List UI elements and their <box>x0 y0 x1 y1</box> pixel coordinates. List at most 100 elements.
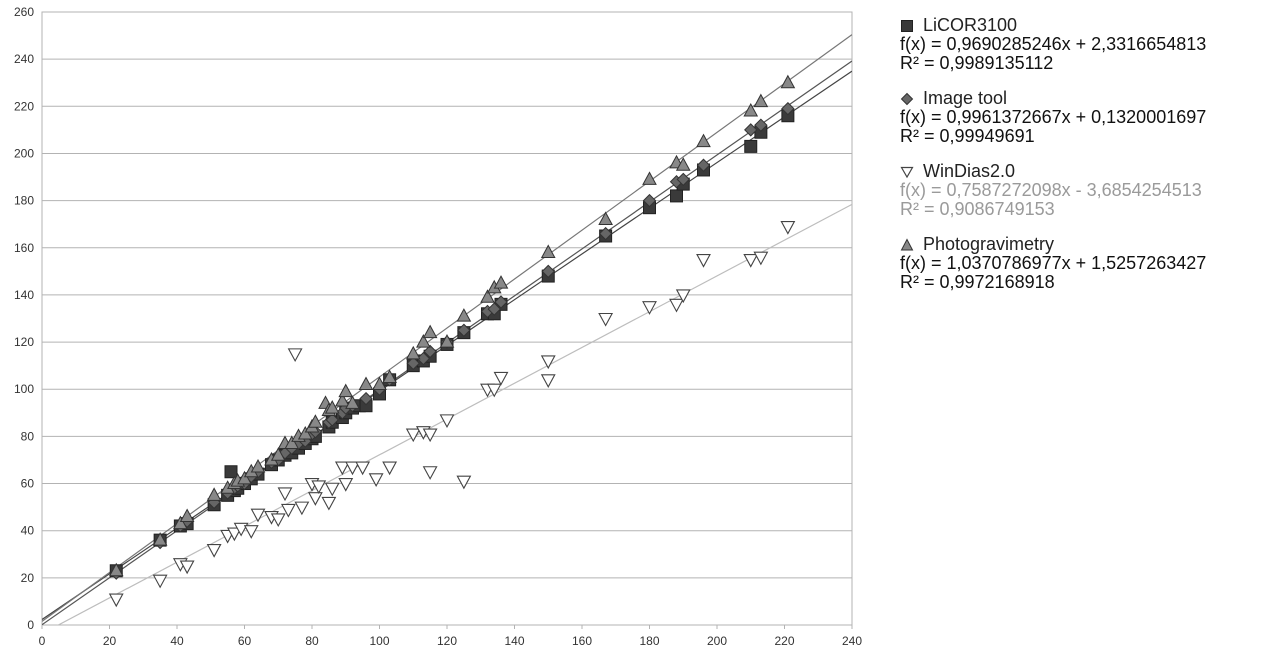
y-tick-label: 260 <box>14 5 34 19</box>
legend-entry-photogravimetry: Photogravimetry f(x) = 1,0370786977x + 1… <box>900 235 1270 292</box>
triangle-down-marker-icon <box>900 166 914 178</box>
axes <box>41 11 853 629</box>
data-point <box>493 371 509 386</box>
data-point <box>226 527 242 542</box>
data-point <box>422 466 438 480</box>
data-point <box>368 473 384 487</box>
x-tick-label: 60 <box>238 634 252 648</box>
y-tick-label: 80 <box>21 429 35 443</box>
legend-r-squared: R² = 0,9086749153 <box>900 199 1055 219</box>
legend-equation: f(x) = 1,0370786977x + 1,5257263427 <box>900 253 1207 273</box>
data-point <box>250 458 266 473</box>
data-point <box>456 308 472 322</box>
data-point <box>335 392 350 407</box>
data-point <box>233 522 249 537</box>
data-point <box>598 211 613 225</box>
data-point <box>358 376 374 391</box>
legend-series-name: WinDias2.0 <box>923 161 1016 181</box>
x-tick-label: 100 <box>369 634 389 648</box>
y-tick-label: 240 <box>14 52 34 66</box>
legend-equation: f(x) = 0,9690285246x + 2,3316654813 <box>900 34 1207 54</box>
data-point <box>324 400 340 414</box>
data-point <box>416 351 431 366</box>
x-tick-label: 80 <box>305 634 319 648</box>
data-point <box>250 508 266 523</box>
data-point <box>422 428 438 443</box>
triangle-up-marker-icon <box>900 237 914 250</box>
data-point <box>280 503 296 518</box>
data-point <box>338 383 354 398</box>
y-tick-label: 0 <box>27 618 34 632</box>
legend-entry-windias: WinDias2.0 f(x) = 0,7587272098x - 3,6854… <box>900 162 1270 219</box>
data-point <box>642 171 657 185</box>
data-point <box>487 302 501 316</box>
data-point <box>696 254 711 268</box>
legend-entry-licor3100: LiCOR3100 f(x) = 0,9690285246x + 2,33166… <box>900 16 1270 73</box>
data-point <box>359 391 373 406</box>
data-point <box>456 475 472 490</box>
data-point <box>308 414 323 428</box>
data-point <box>152 574 168 589</box>
data-point <box>753 93 769 108</box>
data-point <box>422 324 438 339</box>
y-tick-label: 200 <box>14 146 34 160</box>
data-point <box>598 226 613 241</box>
data-point <box>540 374 556 388</box>
data-point <box>754 118 768 132</box>
data-point <box>439 414 455 429</box>
data-point <box>669 298 684 313</box>
tick-labels: 0 20 40 60 80 100 120 140 160 180 200 220 240 260 0 20 4… <box>14 5 862 648</box>
data-point <box>676 172 690 187</box>
data-point <box>405 345 421 360</box>
data-point <box>287 348 303 363</box>
data-point <box>780 221 796 235</box>
x-tick-label: 220 <box>774 634 794 648</box>
data-point <box>598 312 614 327</box>
data-point <box>108 593 124 608</box>
data-point <box>486 383 502 398</box>
data-point <box>416 334 431 348</box>
y-tick-label: 20 <box>21 571 35 585</box>
data-point <box>345 461 360 476</box>
legend-r-squared: R² = 0,9989135112 <box>900 53 1054 73</box>
diamond-marker-icon <box>900 92 914 105</box>
data-point <box>372 376 387 391</box>
data-point <box>179 560 195 575</box>
y-tick-label: 60 <box>21 477 35 491</box>
legend-equation: f(x) = 0,7587272098x - 3,6854254513 <box>900 180 1202 200</box>
data-point <box>670 189 683 203</box>
y-tick-label: 140 <box>14 288 34 302</box>
data-point <box>696 133 711 148</box>
data-point <box>423 344 437 359</box>
legend-r-squared: R² = 0,99949691 <box>900 126 1035 146</box>
data-point <box>338 477 354 492</box>
data-point <box>540 355 556 370</box>
data-point <box>642 193 657 208</box>
data-point <box>152 532 168 546</box>
data-point <box>744 123 758 137</box>
data-point <box>753 251 769 266</box>
y-tick-label: 120 <box>14 335 34 349</box>
x-tick-label: 20 <box>103 634 117 648</box>
data-point <box>675 289 691 304</box>
data-point <box>325 413 339 427</box>
data-point <box>270 513 286 528</box>
data-point <box>206 487 222 501</box>
data-point <box>382 461 398 476</box>
y-tick-label: 180 <box>14 194 34 208</box>
y-tick-label: 40 <box>21 524 35 538</box>
data-point <box>696 158 711 172</box>
legend-series-name: LiCOR3100 <box>923 15 1018 35</box>
data-point <box>334 461 350 476</box>
legend-r-squared: R² = 0,9972168918 <box>900 272 1055 292</box>
data-point <box>781 101 795 116</box>
data-point <box>270 447 286 461</box>
x-tick-label: 200 <box>707 634 727 648</box>
legend-series-name: Image tool <box>923 88 1008 108</box>
data-point <box>457 323 471 337</box>
x-tick-label: 0 <box>39 634 46 648</box>
x-tick-label: 180 <box>639 634 659 648</box>
data-point <box>294 501 310 516</box>
data-point <box>382 369 397 383</box>
